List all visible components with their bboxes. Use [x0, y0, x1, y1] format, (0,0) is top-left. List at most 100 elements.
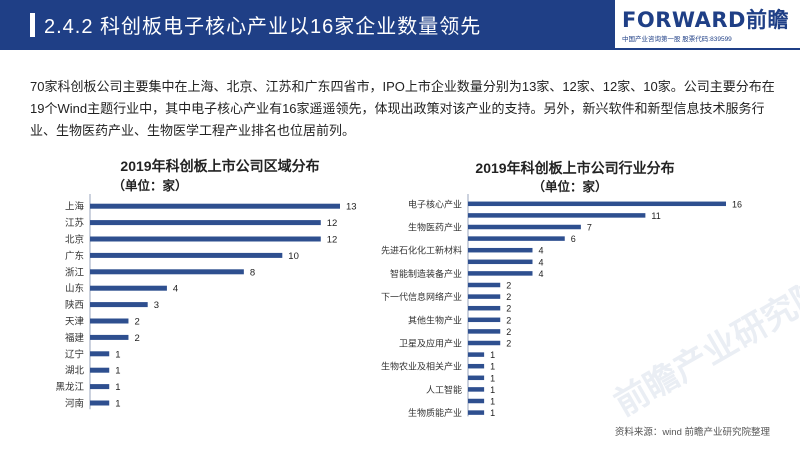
industry-chart-value-label: 1	[490, 397, 495, 407]
region-chart-category-label: 上海	[65, 201, 85, 213]
industry-chart-category-label: 先进石化化工新材料	[381, 245, 462, 256]
region-chart-value-label: 2	[134, 317, 139, 328]
region-chart-category-label: 北京	[65, 234, 84, 246]
region-chart-title: 2019年科创板上市公司区域分布	[120, 158, 320, 174]
region-chart-value-label: 8	[250, 267, 255, 278]
region-chart-category-label: 天津	[65, 317, 85, 328]
industry-chart-bar	[468, 340, 501, 346]
industry-chart-value-label: 4	[539, 246, 544, 256]
industry-chart-bar	[468, 363, 485, 369]
region-chart-value-label: 10	[288, 251, 299, 262]
region-chart-value-label: 4	[173, 284, 178, 295]
industry-chart-plot: 16电子核心产业117生物医药产业64先进石化化工新材料44智能制造装备产业22…	[381, 194, 742, 418]
industry-chart-bar	[468, 398, 485, 404]
industry-chart-category-label: 卫星及应用产业	[399, 338, 462, 349]
region-chart-value-label: 12	[327, 218, 338, 229]
source-note: 资料来源：wind 前瞻产业研究院整理	[614, 427, 770, 438]
region-chart-bar	[90, 318, 129, 324]
title-bar: 2.4.2 科创板电子核心产业以16家企业数量领先	[0, 0, 615, 48]
industry-chart-value-label: 4	[539, 257, 544, 267]
region-chart-value-label: 3	[154, 300, 159, 311]
region-chart-value-label: 1	[115, 366, 120, 377]
region-chart-bar	[90, 384, 110, 390]
industry-chart: 2019年科创板上市公司行业分布 （单位：家） 16 电子核心产业 11 7 生物医药产…	[381, 158, 780, 418]
industry-chart-value-label: 2	[506, 327, 511, 337]
industry-chart-value-label: 1	[490, 350, 495, 360]
industry-chart-bar	[468, 305, 501, 311]
region-chart-bar	[90, 400, 110, 406]
industry-chart-value-label: 1	[490, 385, 495, 395]
industry-chart-value-label: 2	[506, 339, 511, 349]
region-chart-category-label: 湖北	[65, 366, 85, 377]
industry-chart-category-label: 生物医药产业	[408, 222, 462, 233]
industry-chart-bar	[468, 387, 485, 392]
industry-chart-bar	[468, 317, 501, 323]
region-chart: 2019年科创板上市公司区域分布 （单位：家） 13 上海 12 江苏 12 北京 10 广东…	[40, 156, 400, 418]
industry-chart-value-label: 2	[506, 281, 511, 291]
industry-chart-bar	[468, 236, 565, 241]
industry-chart-value-label: 4	[539, 269, 544, 279]
industry-chart-unit: （单位：家）	[532, 180, 608, 194]
industry-chart-bar	[468, 201, 726, 207]
region-chart-bar	[90, 334, 129, 340]
region-chart-category-label: 广东	[65, 250, 84, 262]
logo-sub-text: 中国产业咨询第一股 股票代码:839599	[622, 36, 732, 43]
region-chart-bar	[90, 220, 321, 226]
header: 2.4.2 科创板电子核心产业以16家企业数量领先 FORWARD前瞻 中国产业…	[0, 0, 800, 50]
region-chart-category-label: 江苏	[65, 217, 85, 229]
industry-chart-title: 2019年科创板上市公司行业分布	[475, 160, 675, 176]
region-chart-unit: （单位：家）	[112, 179, 188, 193]
region-chart-category-label: 福建	[65, 332, 85, 344]
industry-chart-value-label: 11	[651, 211, 660, 221]
region-chart-value-label: 1	[115, 382, 120, 393]
industry-chart-value-label: 2	[506, 292, 511, 302]
industry-chart-value-label: 6	[571, 234, 576, 244]
industry-chart-category-label: 下一代信息网络产业	[381, 291, 462, 302]
industry-chart-value-label: 1	[490, 373, 495, 383]
industry-chart-bar	[468, 247, 533, 253]
industry-chart-bar	[468, 271, 533, 276]
header-divider	[0, 48, 800, 50]
title-accent-mark	[30, 13, 35, 37]
region-chart-value-label: 12	[327, 235, 338, 246]
industry-chart-bar	[468, 352, 485, 357]
industry-chart-value-label: 1	[490, 362, 495, 372]
industry-chart-value-label: 7	[587, 223, 592, 233]
region-chart-category-label: 黑龙江	[55, 381, 84, 393]
industry-chart-bar	[468, 224, 581, 230]
industry-chart-bar	[468, 329, 501, 334]
industry-chart-bar	[468, 259, 533, 265]
industry-chart-category-label: 电子核心产业	[408, 198, 462, 209]
summary-paragraph: 70家科创板公司主要集中在上海、北京、江苏和广东四省市，IPO上市企业数量分别为…	[30, 79, 775, 138]
industry-chart-category-label: 人工智能	[426, 384, 462, 395]
page-title: 2.4.2 科创板电子核心产业以16家企业数量领先	[44, 16, 482, 38]
forward-logo: FORWARD前瞻 中国产业咨询第一股 股票代码:839599	[622, 8, 792, 44]
region-chart-category-label: 河南	[65, 398, 84, 410]
region-chart-category-label: 辽宁	[65, 348, 84, 360]
region-chart-bar	[90, 367, 110, 373]
region-chart-bar	[90, 236, 321, 242]
region-chart-value-label: 2	[134, 333, 139, 344]
industry-chart-bar	[468, 375, 485, 381]
industry-chart-bar	[468, 282, 501, 288]
industry-chart-value-label: 16	[732, 199, 742, 209]
region-chart-bar	[90, 269, 244, 275]
region-chart-value-label: 13	[346, 202, 357, 213]
industry-chart-bar	[468, 294, 501, 299]
industry-chart-category-label: 生物农业及相关产业	[381, 361, 462, 372]
region-chart-category-label: 浙江	[65, 266, 85, 278]
region-chart-value-label: 1	[115, 349, 120, 360]
industry-chart-bar	[468, 213, 646, 218]
region-chart-value-label: 1	[115, 399, 120, 410]
logo-main-text: FORWARD前瞻	[622, 8, 789, 32]
region-chart-bar	[90, 285, 167, 291]
industry-chart-category-label: 生物质能产业	[408, 407, 462, 418]
region-chart-bar	[90, 351, 110, 357]
industry-chart-bar	[468, 410, 485, 415]
industry-chart-value-label: 1	[490, 408, 495, 418]
region-chart-bar	[90, 203, 340, 209]
industry-chart-category-label: 智能制造装备产业	[390, 268, 462, 279]
region-chart-category-label: 山东	[65, 283, 84, 295]
region-chart-bar	[90, 252, 283, 258]
region-chart-category-label: 陕西	[65, 299, 84, 311]
